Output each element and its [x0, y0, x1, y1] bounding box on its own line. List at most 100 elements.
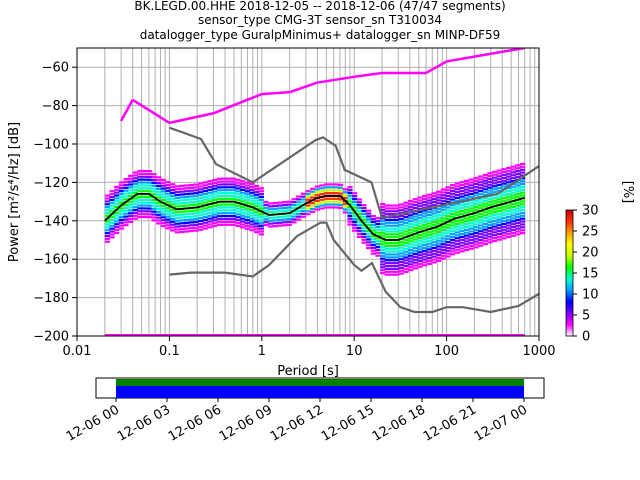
heatmap-cell	[436, 216, 442, 219]
heatmap-cell	[160, 207, 166, 210]
heatmap-cell	[188, 215, 194, 218]
heatmap-cell	[254, 231, 260, 234]
heatmap-cell	[212, 224, 218, 228]
heatmap-cell	[473, 188, 479, 191]
heatmap-cell	[510, 214, 516, 217]
heatmap-cell	[496, 232, 502, 236]
heatmap-cell	[398, 246, 404, 249]
heatmap-cell	[431, 218, 437, 221]
heatmap-cell	[226, 177, 232, 180]
heatmap-cell	[487, 212, 493, 215]
heatmap-cell	[193, 226, 199, 229]
heatmap-cell	[515, 207, 521, 210]
heatmap-cell	[160, 196, 166, 199]
heatmap-cell	[510, 223, 516, 226]
heatmap-cell	[431, 261, 437, 264]
heatmap-cell	[282, 209, 288, 212]
heatmap-cell	[240, 197, 246, 200]
heatmap-cell	[151, 207, 157, 210]
heatmap-cell	[468, 181, 474, 184]
heatmap-cell	[300, 198, 306, 201]
heatmap-cell	[277, 218, 283, 222]
heatmap-outlier-band	[131, 98, 171, 124]
heatmap-cell	[501, 182, 507, 185]
heatmap-cell	[459, 224, 465, 227]
heatmap-cell	[207, 223, 213, 226]
heatmap-cell	[408, 225, 414, 229]
heatmap-cell	[160, 198, 166, 202]
heatmap-cell	[412, 244, 418, 247]
heatmap-cell	[459, 238, 465, 241]
heatmap-cell	[426, 219, 432, 222]
heatmap-cell	[496, 221, 502, 224]
heatmap-cell	[384, 244, 390, 247]
heatmap-cell	[445, 232, 451, 235]
heatmap-cell	[501, 173, 507, 177]
heatmap-cell	[398, 217, 404, 221]
heatmap-cell	[506, 233, 512, 236]
heatmap-cell	[254, 190, 260, 193]
heatmap-cell	[375, 254, 381, 257]
heatmap-cell	[165, 209, 171, 213]
heatmap-cell	[226, 217, 232, 221]
heatmap-cell	[216, 194, 222, 198]
heatmap-cell	[510, 191, 516, 194]
heatmap-cell	[268, 202, 274, 205]
heatmap-cell	[235, 193, 241, 196]
heatmap-cell	[184, 187, 190, 190]
heatmap-cell	[450, 207, 456, 210]
heatmap-cell	[496, 169, 502, 172]
heatmap-cell	[361, 215, 367, 218]
heatmap-cell	[464, 220, 470, 223]
heatmap-cell	[515, 233, 521, 236]
heatmap-cell	[128, 206, 134, 209]
heatmap-cell	[188, 204, 194, 207]
heatmap-cell	[394, 210, 400, 213]
heatmap-cell	[258, 201, 264, 204]
heatmap-cell	[431, 229, 437, 232]
timeline-tick-label: 12-06 03	[115, 402, 173, 444]
heatmap-cell	[230, 212, 236, 215]
heatmap-cell	[380, 225, 386, 229]
heatmap-cell	[440, 231, 446, 234]
heatmap-cell	[478, 207, 484, 210]
heatmap-cell	[160, 224, 166, 228]
heatmap-cell	[277, 207, 283, 210]
heatmap-cell	[384, 267, 390, 270]
heatmap-cell	[221, 197, 227, 200]
heatmap-cell	[216, 189, 222, 192]
heatmap-cell	[394, 221, 400, 224]
heatmap-cell	[468, 244, 474, 247]
heatmap-cell	[440, 199, 446, 203]
heatmap-cell	[128, 180, 134, 183]
heatmap-cell	[151, 181, 157, 184]
heatmap-cell	[506, 181, 512, 184]
heatmap-cell	[142, 207, 148, 210]
heatmap-cell	[347, 214, 353, 217]
heatmap-cell	[394, 256, 400, 259]
heatmap-cell	[305, 192, 311, 196]
heatmap-cell	[473, 228, 479, 232]
heatmap-cell	[440, 202, 446, 206]
heatmap-cell	[109, 218, 115, 222]
heatmap-cell	[118, 187, 124, 190]
heatmap-cell	[473, 203, 479, 206]
heatmap-cell	[132, 171, 138, 174]
heatmap-cell	[440, 257, 446, 260]
heatmap-cell	[403, 213, 409, 216]
heatmap-cell	[482, 191, 488, 194]
heatmap-cell	[496, 178, 502, 181]
heatmap-cell	[296, 212, 302, 215]
heatmap-cell	[515, 192, 521, 196]
heatmap-cell	[375, 217, 381, 220]
heatmap-cell	[314, 191, 320, 194]
heatmap-cell	[221, 194, 227, 198]
heatmap-cell	[286, 223, 292, 226]
heatmap-cell	[431, 212, 437, 215]
heatmap-cell	[422, 261, 428, 264]
timeline-tick-label: 12-06 15	[319, 402, 377, 444]
heatmap-cell	[282, 221, 288, 224]
heatmap-cell	[333, 183, 339, 186]
heatmap-cell	[128, 215, 134, 218]
heatmap-cell	[160, 216, 166, 219]
